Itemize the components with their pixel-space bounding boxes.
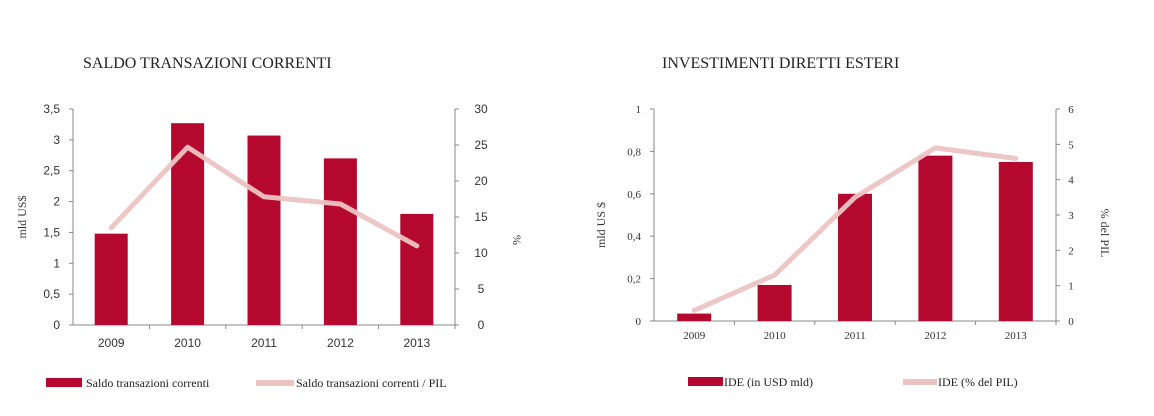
y-tick-label: 0,2	[627, 274, 641, 286]
y-right-tick-label: 0	[1068, 316, 1074, 328]
series-line	[108, 144, 420, 249]
y-right-tick-label: 10	[474, 246, 488, 260]
bar	[400, 213, 434, 325]
y-tick-label: 0,5	[43, 287, 60, 301]
y-right-tick-label: 3	[1068, 210, 1074, 222]
y-tick-label: 1	[53, 256, 60, 270]
y-axis-label: mld US $	[594, 202, 608, 248]
legend-swatch-line	[903, 379, 937, 385]
bar	[838, 193, 872, 321]
legend-label: IDE (in USD mld)	[724, 375, 813, 389]
legend-label: Saldo transazioni correnti	[86, 376, 210, 390]
legend-swatch-bar	[46, 378, 82, 387]
y-right-tick-label: 15	[474, 210, 488, 224]
x-tick-label: 2012	[327, 336, 354, 350]
y-tick-label: 3,5	[43, 102, 60, 116]
legend-label: IDE (% del PIL)	[938, 375, 1018, 389]
chart-title: INVESTIMENTI DIRETTI ESTERI	[662, 55, 899, 72]
y-tick-label: 0,8	[627, 146, 641, 158]
x-tick-label: 2011	[844, 330, 866, 342]
y-tick-label: 2,5	[43, 164, 60, 178]
x-tick-label: 2011	[251, 336, 277, 350]
y-right-tick-label: 30	[474, 102, 488, 116]
chart-current-account: SALDO TRANSAZIONI CORRENTI mld US$ % 0 0,…	[15, 55, 524, 390]
x-tick-label: 2009	[683, 330, 706, 342]
legend: Saldo transazioni correnti Saldo transaz…	[46, 376, 447, 390]
legend-label: Saldo transazioni correnti / PIL	[296, 376, 447, 390]
y-right-tick-label: 0	[478, 318, 485, 332]
y-right-tick-label: 2	[1068, 245, 1074, 257]
y-right-tick-label: 5	[478, 282, 485, 296]
series-line	[691, 145, 1019, 313]
y-right-tick-label: 4	[1068, 175, 1074, 187]
y-right-tick-label: 20	[474, 174, 488, 188]
y-tick-label: 0	[53, 318, 60, 332]
bar	[94, 233, 128, 325]
x-tick-label: 2013	[1005, 330, 1028, 342]
y-tick-label: 0,6	[627, 189, 641, 201]
y-tick-label: 1	[636, 104, 642, 116]
chart-fdi: INVESTIMENTI DIRETTI ESTERI mld US $ % d…	[594, 55, 1112, 389]
legend-swatch-line	[256, 380, 294, 386]
y-right-tick-label: 6	[1068, 104, 1074, 116]
y-tick-label: 1,5	[43, 225, 60, 239]
bar	[677, 313, 712, 321]
y-right-axis-label: % del PIL	[1098, 209, 1112, 258]
y-right-tick-label: 5	[1068, 139, 1074, 151]
legend-swatch-bar	[688, 377, 723, 386]
bar	[247, 135, 281, 325]
x-tick-label: 2012	[924, 330, 946, 342]
bar	[918, 155, 953, 321]
bar	[757, 284, 792, 321]
y-right-axis-label: %	[510, 235, 524, 245]
legend: IDE (in USD mld) IDE (% del PIL)	[688, 375, 1018, 389]
chart-title: SALDO TRANSAZIONI CORRENTI	[83, 55, 332, 72]
y-tick-label: 0,4	[627, 231, 641, 243]
bar	[323, 158, 357, 325]
y-tick-label: 2	[53, 195, 60, 209]
y-tick-label: 0	[636, 316, 642, 328]
y-axis-label: mld US$	[15, 195, 29, 238]
y-right-tick-label: 1	[1068, 281, 1074, 293]
y-tick-label: 3	[53, 133, 60, 147]
y-right-tick-label: 25	[474, 138, 488, 152]
bar	[998, 162, 1033, 321]
x-tick-label: 2010	[174, 336, 201, 350]
x-tick-label: 2013	[403, 336, 430, 350]
x-tick-label: 2009	[98, 336, 125, 350]
x-tick-label: 2010	[764, 330, 787, 342]
